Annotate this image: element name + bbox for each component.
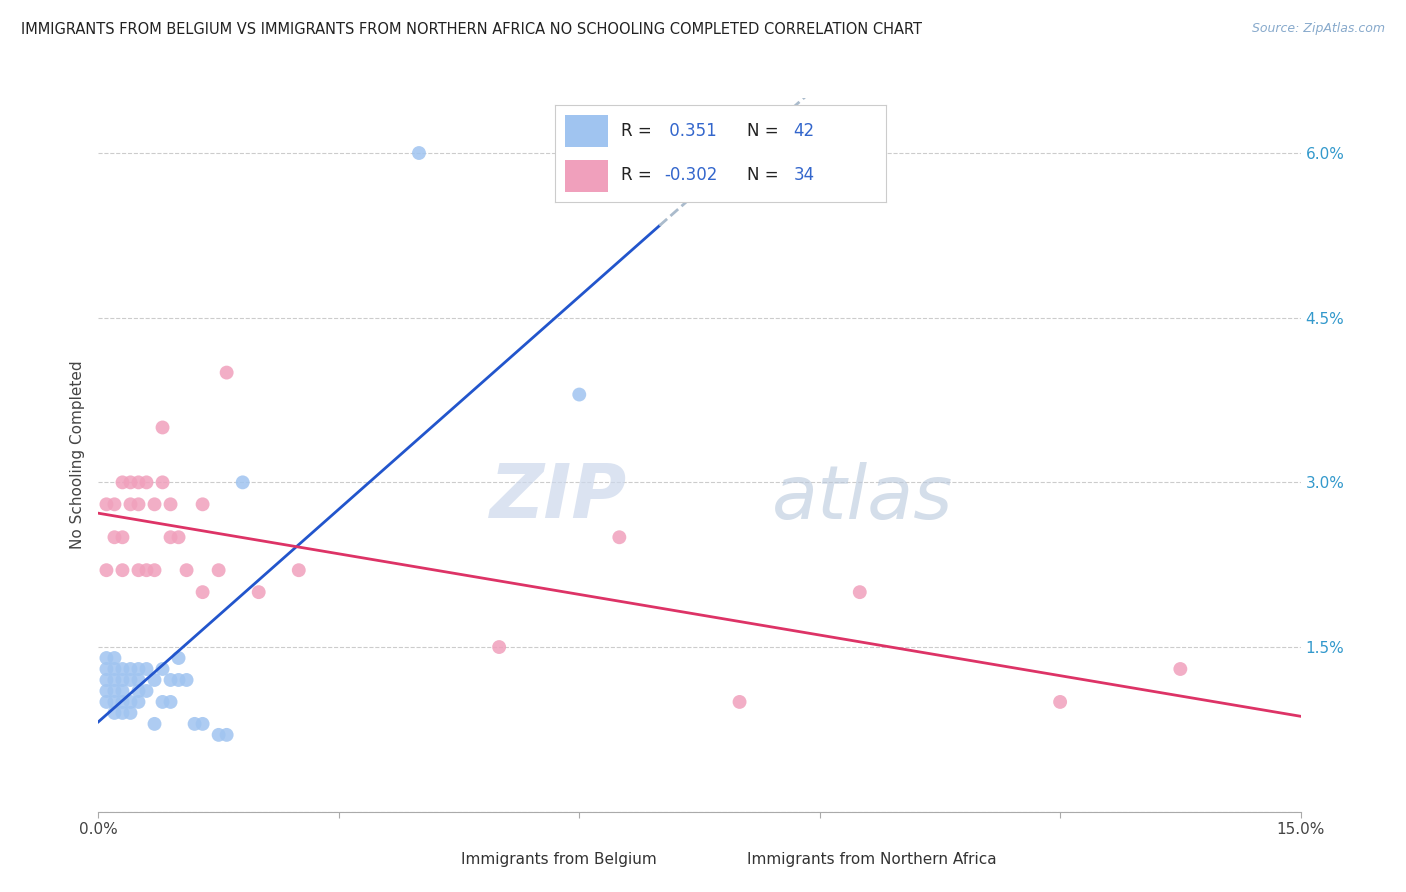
Point — [143, 563, 166, 577]
Point — [128, 684, 150, 698]
Point — [103, 662, 125, 676]
Point — [167, 651, 190, 665]
Point — [143, 673, 166, 687]
Point — [152, 695, 174, 709]
Point — [96, 651, 118, 665]
Point — [128, 673, 150, 687]
Point — [143, 717, 166, 731]
Point — [103, 651, 125, 665]
Point — [849, 585, 872, 599]
Point — [96, 497, 118, 511]
Point — [183, 717, 205, 731]
Point — [111, 706, 134, 720]
Point — [609, 530, 631, 544]
Point — [135, 684, 157, 698]
Y-axis label: No Schooling Completed: No Schooling Completed — [70, 360, 86, 549]
Point — [111, 695, 134, 709]
Point — [120, 475, 142, 490]
Point — [128, 695, 150, 709]
Point — [176, 673, 198, 687]
Point — [120, 706, 142, 720]
Point — [128, 475, 150, 490]
Point — [128, 662, 150, 676]
Point — [96, 673, 118, 687]
Point — [120, 497, 142, 511]
Point — [152, 662, 174, 676]
Point — [128, 563, 150, 577]
Point — [215, 366, 238, 380]
Text: atlas: atlas — [772, 462, 953, 533]
Point — [488, 640, 510, 654]
Point — [135, 475, 157, 490]
Point — [728, 695, 751, 709]
Point — [568, 387, 591, 401]
Point — [111, 684, 134, 698]
Point — [103, 673, 125, 687]
Text: ZIP: ZIP — [491, 461, 627, 534]
Point — [191, 717, 214, 731]
Text: Source: ZipAtlas.com: Source: ZipAtlas.com — [1251, 22, 1385, 36]
Point — [152, 475, 174, 490]
Point — [120, 662, 142, 676]
Point — [128, 497, 150, 511]
Point — [103, 684, 125, 698]
Point — [191, 497, 214, 511]
Point — [111, 673, 134, 687]
Text: Immigrants from Northern Africa: Immigrants from Northern Africa — [747, 853, 997, 867]
Point — [215, 728, 238, 742]
Point — [111, 475, 134, 490]
Point — [152, 420, 174, 434]
Point — [96, 563, 118, 577]
Point — [111, 563, 134, 577]
Point — [135, 563, 157, 577]
Point — [232, 475, 254, 490]
Point — [208, 563, 231, 577]
Point — [176, 563, 198, 577]
Point — [143, 497, 166, 511]
Point — [120, 673, 142, 687]
Point — [103, 497, 125, 511]
Point — [120, 695, 142, 709]
Point — [103, 706, 125, 720]
Point — [159, 497, 181, 511]
Point — [247, 585, 270, 599]
Point — [1049, 695, 1071, 709]
Point — [103, 530, 125, 544]
Text: Immigrants from Belgium: Immigrants from Belgium — [461, 853, 657, 867]
Point — [288, 563, 311, 577]
Point — [111, 530, 134, 544]
Text: IMMIGRANTS FROM BELGIUM VS IMMIGRANTS FROM NORTHERN AFRICA NO SCHOOLING COMPLETE: IMMIGRANTS FROM BELGIUM VS IMMIGRANTS FR… — [21, 22, 922, 37]
Point — [1170, 662, 1192, 676]
Point — [167, 530, 190, 544]
Point — [135, 662, 157, 676]
Point — [159, 530, 181, 544]
Point — [167, 673, 190, 687]
Point — [96, 662, 118, 676]
Point — [103, 695, 125, 709]
Point — [159, 695, 181, 709]
Point — [408, 146, 430, 161]
Point — [208, 728, 231, 742]
Point — [191, 585, 214, 599]
Point — [111, 662, 134, 676]
Point — [96, 695, 118, 709]
Point — [96, 684, 118, 698]
Point — [159, 673, 181, 687]
